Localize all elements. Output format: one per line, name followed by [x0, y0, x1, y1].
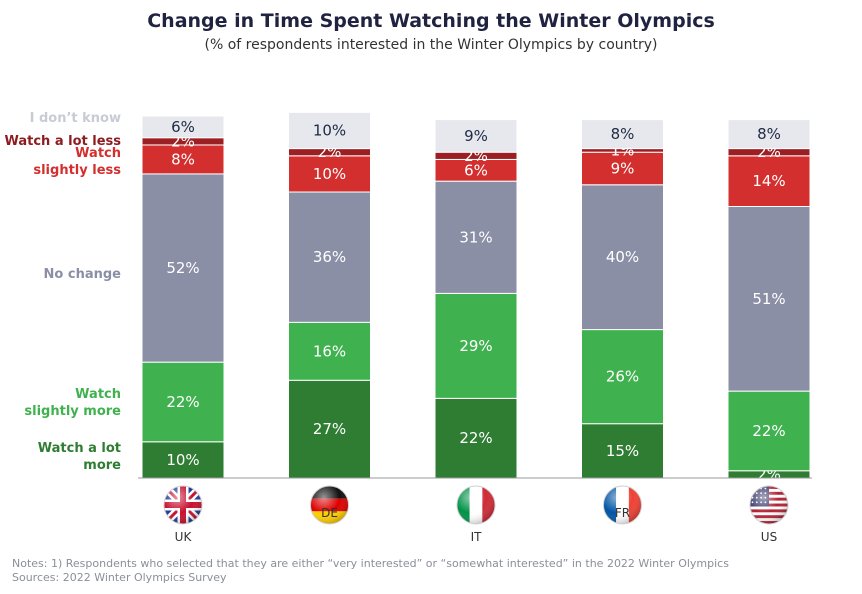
category-label-de: DE	[321, 506, 338, 520]
bar-segment-it-i-don-t-know	[434, 119, 518, 153]
legend-i-don-t-know: I don’t know	[30, 111, 121, 126]
category-label-it: IT	[471, 530, 483, 544]
bar-segment-uk-i-don-t-know	[141, 115, 225, 139]
data-label-it-i-don-t-know: 9%	[464, 127, 488, 145]
data-label-uk-watch-a-lot-more: 10%	[166, 451, 199, 469]
data-label-it-watch-a-lot-more: 22%	[459, 429, 492, 447]
data-label-de-watch-a-lot-more: 27%	[313, 420, 346, 438]
data-label-fr-watch-slightly-less: 9%	[611, 159, 635, 177]
bar-segment-fr-no-change	[581, 184, 664, 331]
bar-segment-uk-watch-a-lot-more	[141, 441, 225, 479]
data-label-de-i-don-t-know: 10%	[313, 121, 346, 139]
data-label-uk-watch-slightly-less: 8%	[171, 150, 195, 168]
data-label-fr-watch-slightly-more: 26%	[606, 368, 639, 386]
data-label-us-no-change: 51%	[752, 290, 785, 308]
data-label-de-no-change: 36%	[313, 248, 346, 266]
data-label-uk-no-change: 52%	[166, 259, 199, 277]
data-label-us-watch-slightly-more: 22%	[752, 422, 785, 440]
legend-watch-a-lot-less: Watch a lot less	[4, 134, 121, 149]
bar-segment-it-watch-a-lot-more	[434, 397, 518, 479]
data-label-de-watch-slightly-less: 10%	[313, 165, 346, 183]
category-label-uk: UK	[175, 530, 193, 544]
italy-flag-icon	[456, 485, 496, 525]
bar-segment-fr-i-don-t-know	[581, 119, 664, 150]
data-label-fr-i-don-t-know: 8%	[611, 125, 635, 143]
data-label-fr-no-change: 40%	[606, 248, 639, 266]
data-label-us-watch-slightly-less: 14%	[752, 172, 785, 190]
category-label-us: US	[761, 530, 777, 544]
france-flag-icon	[603, 485, 642, 525]
legend-watch-a-lot-more: Watch a lot more	[38, 441, 121, 473]
bar-segment-de-watch-slightly-less	[288, 155, 371, 193]
data-label-us-i-don-t-know: 8%	[757, 125, 781, 143]
bar-segment-de-i-don-t-know	[288, 111, 371, 150]
bar-segment-fr-watch-a-lot-more	[581, 423, 664, 479]
category-labels: UK DE IT FR US	[175, 506, 778, 544]
bar-segment-it-no-change	[434, 180, 518, 294]
data-label-it-no-change: 31%	[459, 228, 492, 246]
bars-group: 10%22%52%8%2%6%27%16%36%10%2%10%22%29%31…	[141, 111, 811, 483]
bar-segment-us-i-don-t-know	[727, 119, 811, 150]
data-label-fr-watch-a-lot-more: 15%	[606, 442, 639, 460]
data-label-it-watch-slightly-more: 29%	[459, 337, 492, 355]
data-label-de-watch-slightly-more: 16%	[313, 342, 346, 360]
bar-segment-fr-watch-slightly-more	[581, 329, 664, 425]
category-label-fr: FR	[615, 506, 630, 520]
legend-watch-slightly-more: Watch slightly more	[24, 387, 121, 419]
data-label-uk-i-don-t-know: 6%	[171, 118, 195, 136]
chart-subtitle: (% of respondents interested in the Wint…	[204, 37, 658, 53]
notes: Notes: 1) Respondents who selected that …	[12, 557, 729, 585]
bar-segment-uk-no-change	[141, 173, 225, 363]
bar-segment-fr-watch-slightly-less	[581, 151, 664, 186]
stacked-bar-chart: 10%22%52%8%2%6%27%16%36%10%2%10%22%29%31…	[4, 111, 812, 544]
bar-segment-us-watch-slightly-less	[727, 155, 811, 208]
legend: Watch a lot more Watch slightly more No chan…	[4, 111, 121, 473]
data-label-it-watch-slightly-less: 6%	[464, 161, 488, 179]
bar-segment-de-no-change	[288, 191, 371, 323]
flags-group	[163, 485, 789, 525]
sources-line: Sources: 2022 Winter Olympics Survey	[12, 571, 227, 584]
bar-segment-us-no-change	[727, 206, 811, 392]
bar-segment-de-watch-a-lot-more	[288, 379, 371, 479]
legend-no-change: No change	[44, 267, 122, 282]
us-flag-icon	[749, 485, 789, 525]
data-label-uk-watch-slightly-more: 22%	[166, 393, 199, 411]
bar-segment-uk-watch-slightly-more	[141, 361, 225, 443]
legend-watch-slightly-less: Watch slightly less	[33, 146, 121, 178]
germany-flag-icon	[310, 485, 349, 525]
uk-flag-icon	[163, 485, 203, 525]
chart-title: Change in Time Spent Watching the Winter…	[147, 10, 715, 32]
notes-line: Notes: 1) Respondents who selected that …	[12, 557, 729, 570]
bar-segment-de-watch-slightly-more	[288, 321, 371, 381]
